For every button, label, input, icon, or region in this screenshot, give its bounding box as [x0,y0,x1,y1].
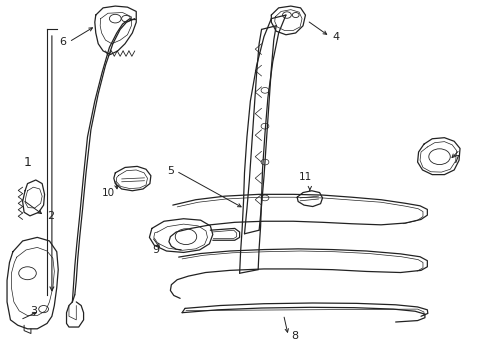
Text: 1: 1 [23,156,31,168]
Text: 2: 2 [47,211,54,221]
Text: 4: 4 [331,32,339,41]
Text: 10: 10 [102,188,115,198]
Text: 3: 3 [30,306,37,316]
Text: 7: 7 [451,155,458,165]
Text: 8: 8 [290,331,297,341]
Text: 6: 6 [60,37,66,47]
Text: 11: 11 [298,172,311,182]
Text: 9: 9 [152,245,159,255]
Text: 5: 5 [166,166,173,176]
